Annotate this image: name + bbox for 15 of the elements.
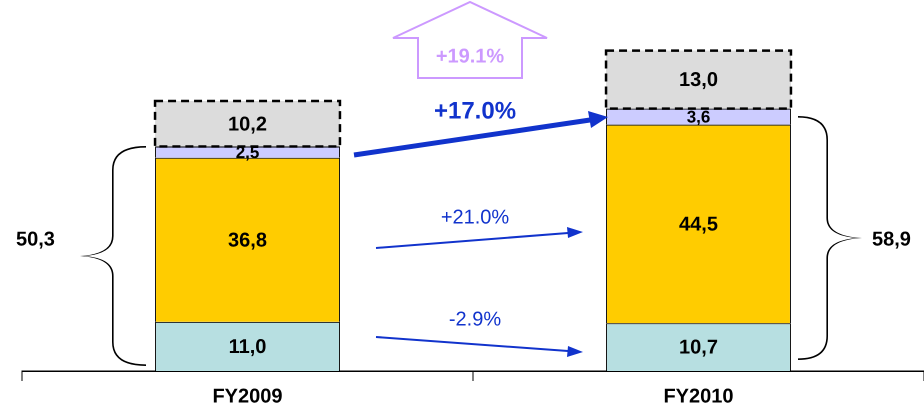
data-label: 10,7 — [679, 336, 718, 359]
data-label: 36,8 — [228, 229, 267, 252]
data-label: 13,0 — [679, 69, 718, 92]
data-label: 44,5 — [679, 213, 718, 236]
x-tick-label: FY2010 — [663, 386, 734, 408]
annotation: +17.0% — [434, 98, 516, 125]
data-label: 11,0 — [228, 336, 266, 358]
x-tick-label: FY2009 — [212, 386, 283, 408]
annotation: 50,3 — [16, 228, 55, 251]
annotation: -2.9% — [448, 308, 502, 331]
annotation: +21.0% — [440, 206, 510, 229]
data-label: 3,6 — [686, 107, 710, 126]
annotation: 58,9 — [872, 228, 911, 251]
annotation: +19.1% — [436, 46, 504, 68]
data-label: 10,2 — [228, 113, 267, 136]
